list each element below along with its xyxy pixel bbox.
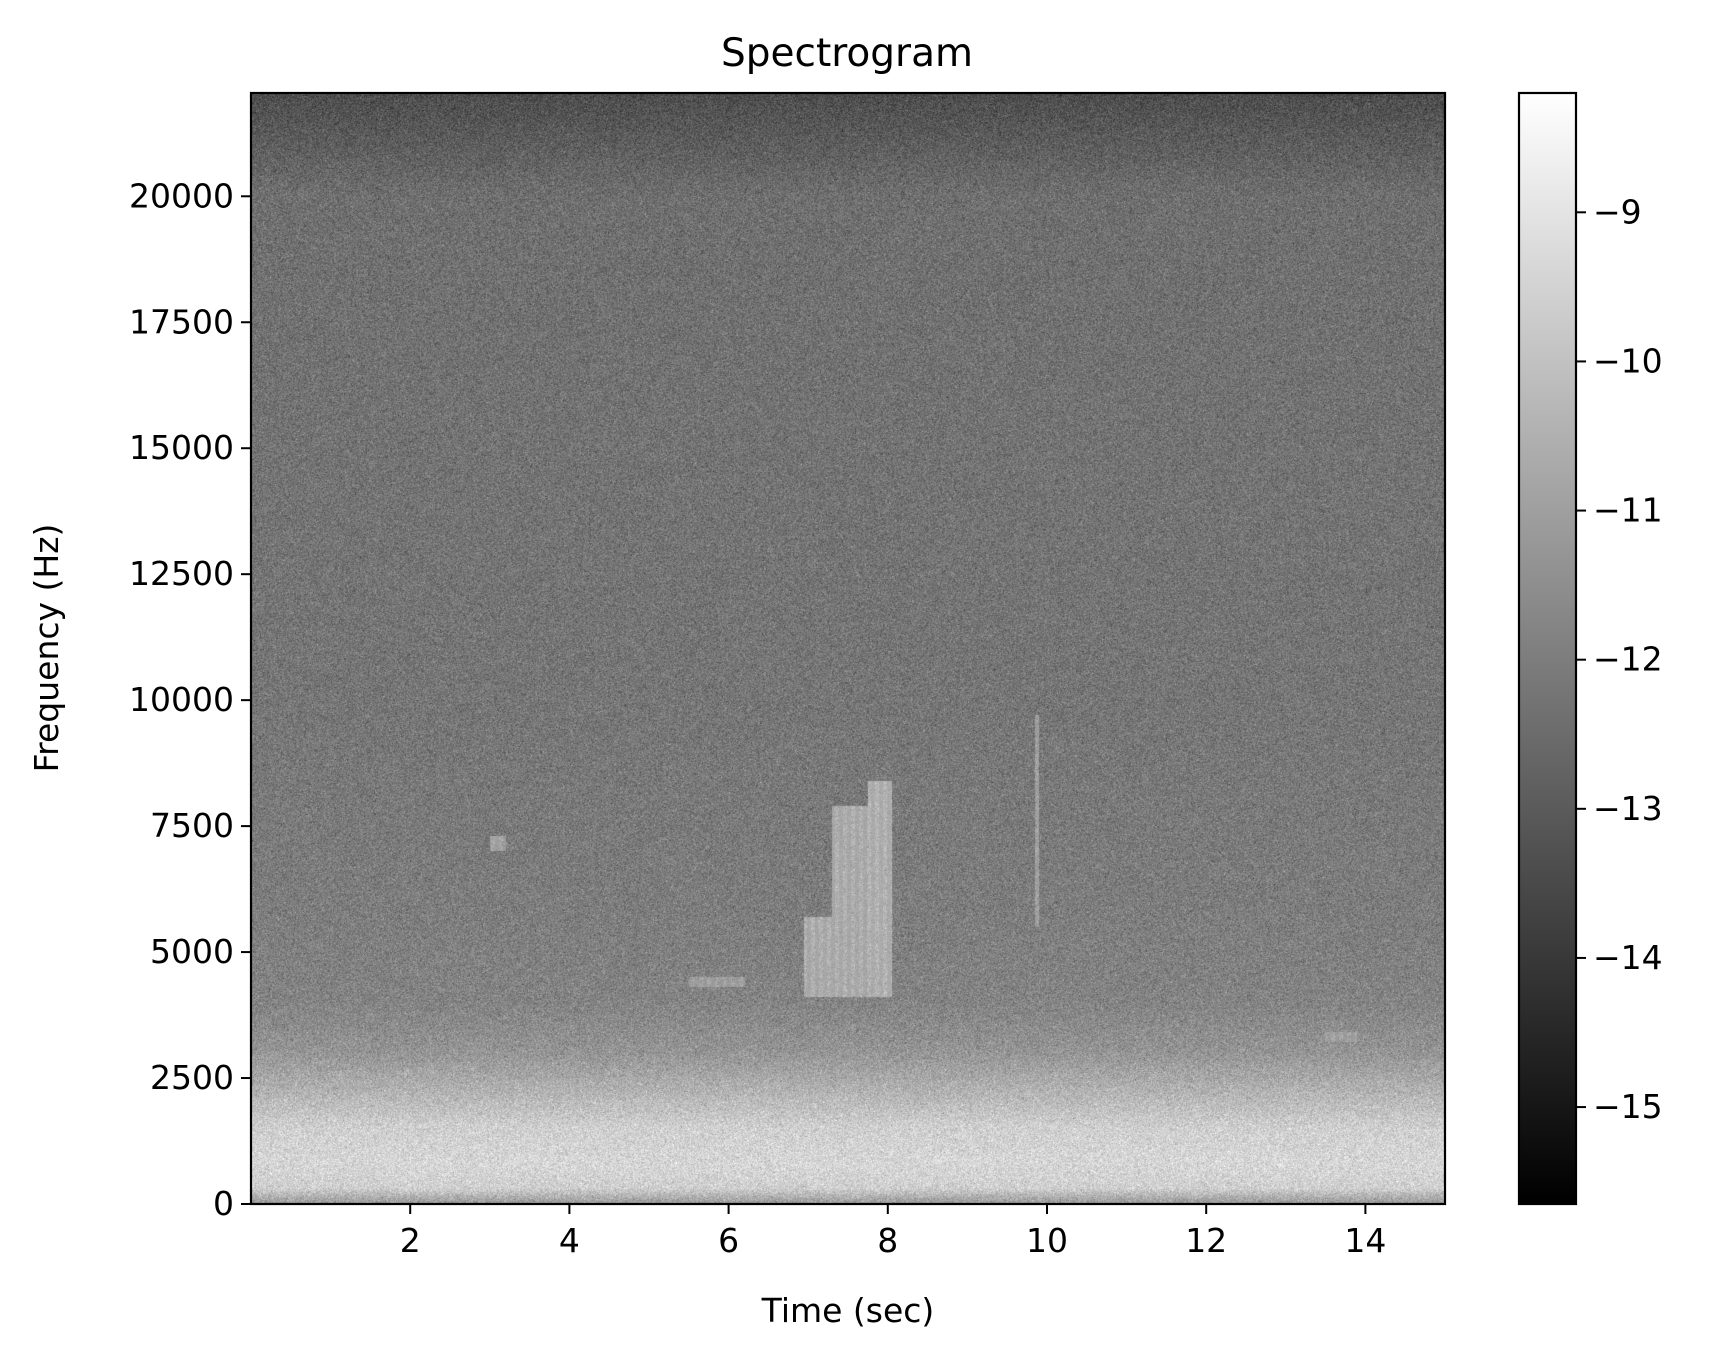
y-tick-label: 17500 (129, 302, 234, 341)
colorbar-tick-label: −15 (1593, 1087, 1663, 1126)
x-tick-label: 4 (559, 1221, 580, 1260)
spectrogram-image (251, 93, 1445, 1204)
colorbar-tick-label: −14 (1593, 938, 1663, 977)
colorbar-tick-label: −13 (1593, 789, 1663, 828)
y-axis: 0 2500 5000 7500 10000 12500 15000 17500 20000 (129, 176, 251, 1223)
x-axis-label: Time (sec) (761, 1291, 935, 1330)
x-tick-label: 12 (1185, 1221, 1227, 1260)
colorbar-gradient (1519, 93, 1576, 1204)
x-tick-label: 14 (1344, 1221, 1386, 1260)
chart-title: Spectrogram (721, 31, 973, 76)
colorbar-frame (1517, 91, 1578, 1206)
y-tick-label: 7500 (150, 806, 234, 845)
x-tick-label: 8 (877, 1221, 898, 1260)
y-tick-label: 5000 (150, 932, 234, 971)
x-tick-label: 2 (400, 1221, 421, 1260)
colorbar-tick-label: −10 (1593, 341, 1663, 380)
y-tick-label: 20000 (129, 176, 234, 215)
x-tick-label: 6 (718, 1221, 739, 1260)
y-tick-label: 2500 (150, 1058, 234, 1097)
y-tick-label: 0 (213, 1184, 234, 1223)
y-tick-label: 12500 (129, 554, 234, 593)
x-axis: 2 4 6 8 10 12 14 (400, 1204, 1386, 1260)
y-tick-label: 15000 (129, 428, 234, 467)
y-axis-label: Frequency (Hz) (27, 524, 66, 773)
x-tick-label: 10 (1026, 1221, 1068, 1260)
colorbar-axis: −15 −14 −13 −12 −11 −10 −9 (1576, 192, 1663, 1126)
y-tick-label: 10000 (129, 680, 234, 719)
plot-frame (249, 91, 1447, 1206)
colorbar-tick-label: −9 (1593, 192, 1642, 231)
colorbar-tick-label: −12 (1593, 640, 1663, 679)
spectrogram-image-wrap (251, 93, 1445, 1204)
colorbar-wrap (1519, 93, 1576, 1204)
colorbar-tick-label: −11 (1593, 491, 1663, 530)
